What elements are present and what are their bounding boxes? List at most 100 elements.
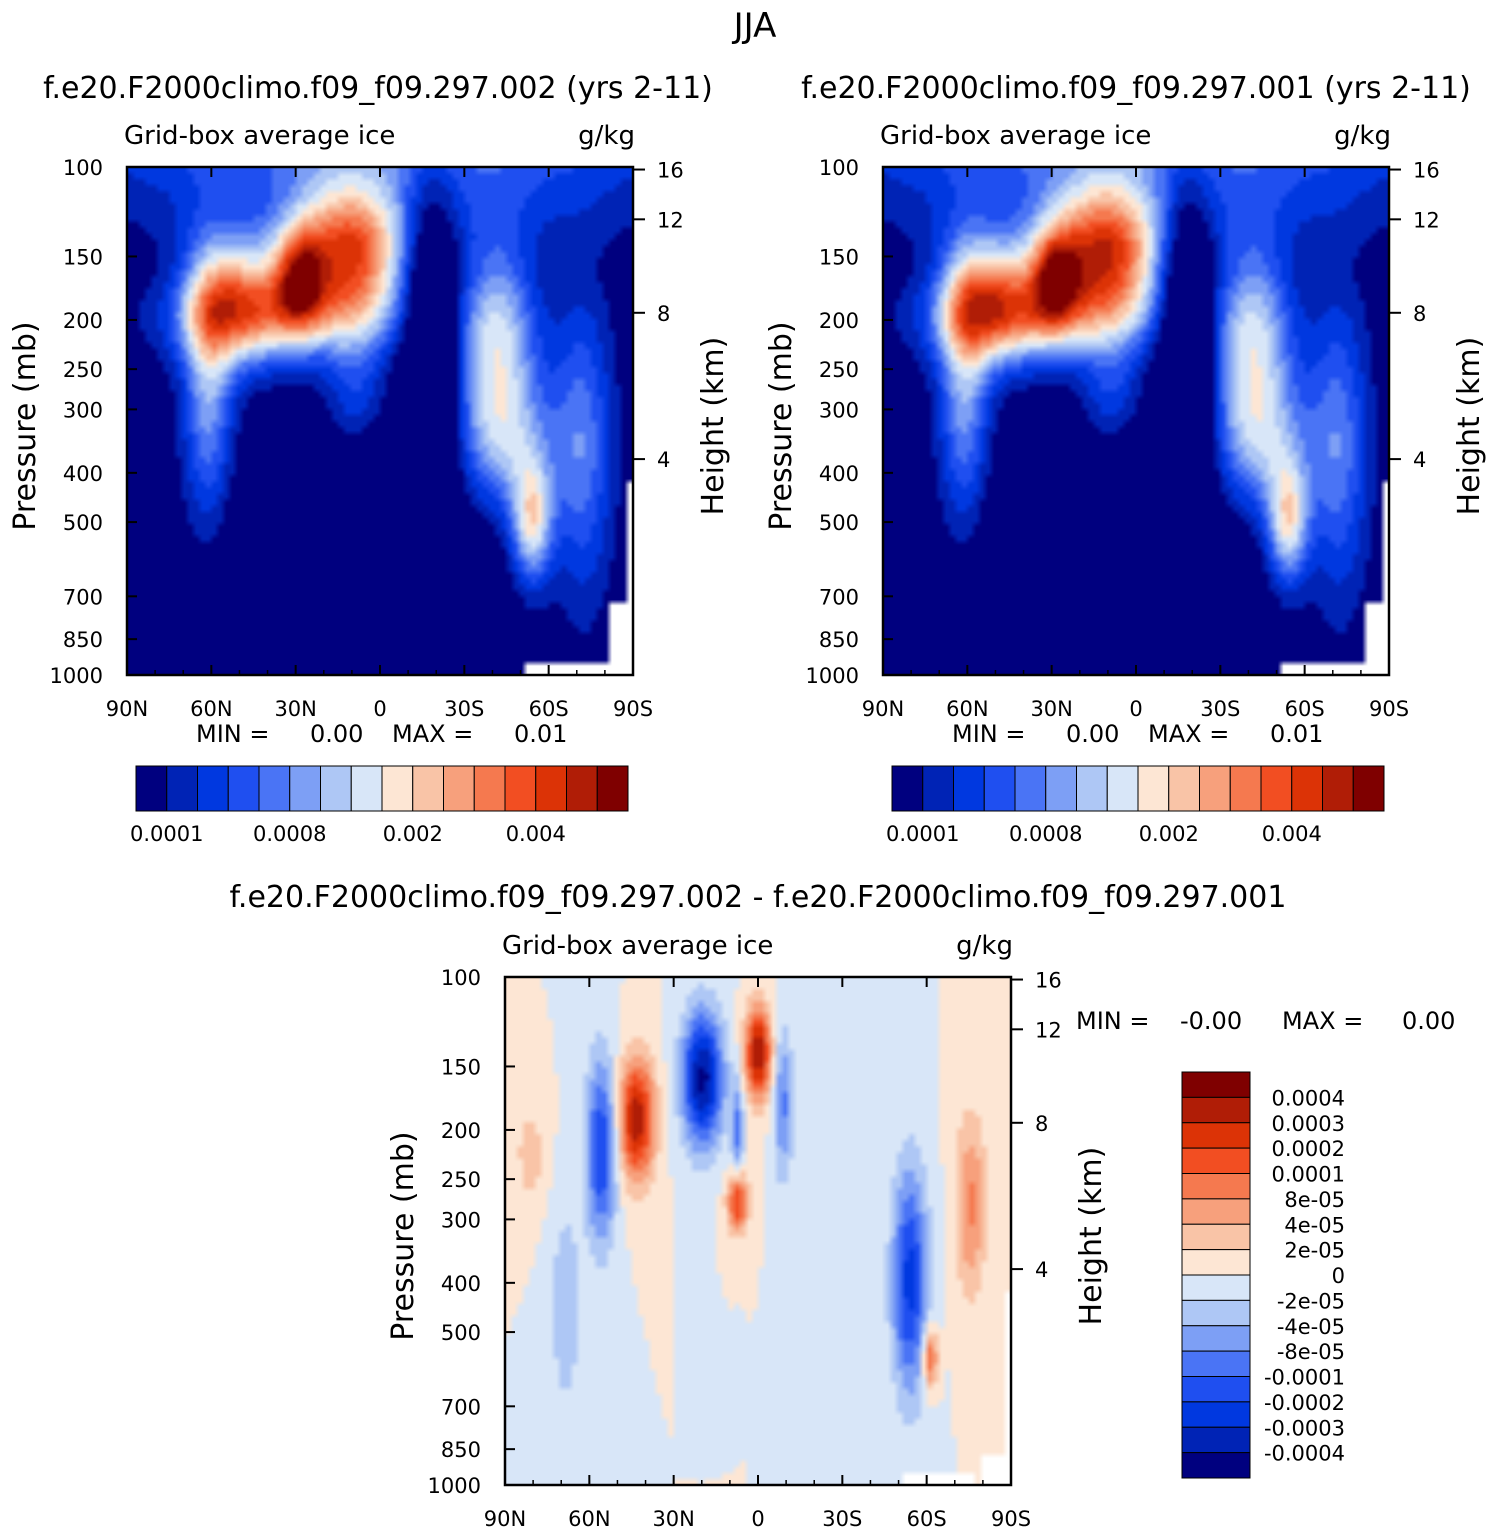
colorbar-box [258, 765, 291, 812]
x-tick-label: 90N [106, 697, 148, 721]
y-tick-label: 400 [819, 462, 859, 486]
y-right-tick-label: 8 [1035, 1112, 1048, 1136]
colorbar-box [166, 765, 198, 812]
colorbar-box [1181, 1122, 1251, 1149]
y-tick-label: 100 [441, 966, 481, 990]
colorbar-box [1181, 1426, 1251, 1454]
colorbar-box [1181, 1325, 1251, 1352]
x-tick-label: 90N [862, 697, 904, 721]
x-tick-label: 30S [1200, 697, 1240, 721]
y-tick-label: 850 [63, 628, 103, 652]
colorbar-label: 0.0002 [1272, 1137, 1345, 1161]
colorbar-box [197, 765, 229, 812]
y-tick-label: 200 [63, 309, 103, 333]
colorbar-box [1045, 765, 1077, 812]
y-tick-label: 850 [441, 1438, 481, 1462]
max-text: MAX = [392, 720, 473, 748]
colorbar-box [1291, 765, 1323, 812]
colorbar-box [891, 765, 924, 812]
colorbar-box [1229, 765, 1262, 812]
colorbar-box [1181, 1071, 1251, 1098]
colorbar-box [1181, 1223, 1251, 1251]
x-tick-label: 90S [991, 1507, 1031, 1531]
y-right-tick-label: 8 [1413, 302, 1426, 326]
field-image [505, 977, 1011, 1485]
colorbar-label: 0.002 [383, 822, 443, 846]
colorbar-box [1181, 1173, 1251, 1200]
field-label: Grid-box average ice [124, 121, 395, 151]
panel-2: f.e20.F2000climo.f09_f09.297.001 (yrs 2-… [764, 71, 1487, 846]
colorbar-label: -0.0002 [1264, 1391, 1345, 1415]
max-text: MAX = [1282, 1007, 1363, 1035]
y-tick-label: 1000 [806, 664, 859, 688]
colorbar-label: -8e-05 [1277, 1340, 1345, 1364]
colorbar-box [1181, 1096, 1251, 1124]
y-right-tick-label: 12 [1035, 1018, 1062, 1042]
colorbar-box [1199, 765, 1231, 812]
y-tick-label: 100 [63, 156, 103, 180]
y-axis-label: Pressure (mb) [8, 321, 43, 530]
colorbar-box [1181, 1274, 1251, 1301]
colorbar-box [1168, 765, 1200, 812]
units-label: g/kg [1334, 121, 1391, 151]
max-value: 0.00 [1402, 1007, 1455, 1035]
y-tick-label: 850 [819, 628, 859, 652]
panel-1: f.e20.F2000climo.f09_f09.297.002 (yrs 2-… [8, 71, 731, 846]
y-tick-label: 1000 [50, 664, 103, 688]
x-tick-label: 0 [1129, 697, 1142, 721]
colorbar-label: 0.0003 [1272, 1112, 1345, 1136]
colorbar-box [1352, 765, 1385, 812]
colorbar-box [1076, 765, 1108, 812]
y-tick-label: 250 [63, 358, 103, 382]
min-text: MIN = [1076, 1007, 1149, 1035]
colorbar-label: 0.0001 [130, 822, 203, 846]
colorbar-box [504, 765, 537, 812]
y-right-tick-label: 8 [657, 302, 670, 326]
y-right-axis-label: Height (km) [696, 337, 731, 516]
colorbar-box [227, 765, 260, 812]
y-tick-label: 700 [819, 585, 859, 609]
colorbar-box [412, 765, 444, 812]
colorbar-box [1181, 1350, 1251, 1377]
y-right-tick-label: 16 [657, 159, 684, 183]
colorbar-label: 0.0008 [253, 822, 326, 846]
colorbar-box [289, 765, 321, 812]
x-tick-label: 30S [822, 1507, 862, 1531]
y-tick-label: 400 [441, 1272, 481, 1296]
x-tick-label: 30S [444, 697, 484, 721]
colorbar-label: 4e-05 [1284, 1213, 1345, 1237]
colorbar-label: 0.004 [1262, 822, 1322, 846]
x-tick-label: 60S [1285, 697, 1325, 721]
y-tick-label: 1000 [428, 1474, 481, 1498]
x-tick-label: 60N [946, 697, 988, 721]
y-tick-label: 700 [441, 1395, 481, 1419]
colorbar-box [1181, 1376, 1251, 1403]
colorbar-box [1322, 765, 1354, 812]
y-tick-label: 250 [441, 1168, 481, 1192]
x-tick-label: 30N [274, 697, 316, 721]
colorbar-box [596, 765, 629, 812]
colorbar-label: -0.0001 [1264, 1366, 1345, 1390]
y-tick-label: 100 [819, 156, 859, 180]
y-tick-label: 150 [441, 1055, 481, 1079]
x-tick-label: 60N [568, 1507, 610, 1531]
y-right-tick-label: 4 [657, 448, 670, 472]
max-text: MAX = [1148, 720, 1229, 748]
colorbar-label: -4e-05 [1277, 1315, 1345, 1339]
colorbar-label: 8e-05 [1284, 1188, 1345, 1212]
colorbar-box [1181, 1249, 1251, 1276]
colorbar-box [922, 765, 954, 812]
panel-title: f.e20.F2000climo.f09_f09.297.002 - f.e20… [230, 880, 1287, 915]
colorbar-box [1106, 765, 1139, 812]
field-label: Grid-box average ice [880, 121, 1151, 151]
colorbar-box [1181, 1299, 1251, 1327]
y-axis-label: Pressure (mb) [386, 1131, 421, 1340]
y-axis-label: Pressure (mb) [764, 321, 799, 530]
y-tick-label: 500 [63, 511, 103, 535]
min-text: MIN = [952, 720, 1025, 748]
figure-title: JJA [732, 6, 777, 46]
colorbar-box [473, 765, 506, 812]
x-tick-label: 90S [613, 697, 653, 721]
colorbar-box [1260, 765, 1293, 812]
colorbar-label: 0.002 [1139, 822, 1199, 846]
